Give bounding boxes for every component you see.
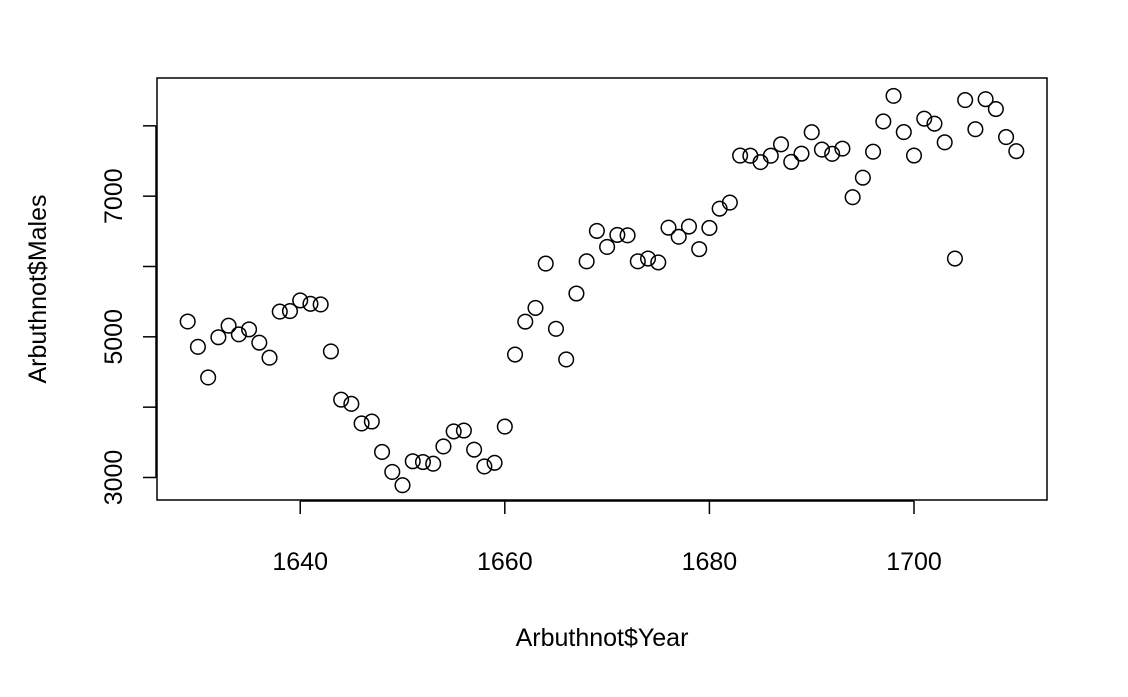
data-point bbox=[322, 343, 339, 360]
data-point bbox=[609, 226, 626, 243]
data-point bbox=[834, 140, 851, 157]
data-point bbox=[445, 423, 462, 440]
data-point bbox=[701, 219, 718, 237]
data-point bbox=[905, 147, 923, 164]
data-point bbox=[281, 303, 299, 320]
data-point bbox=[650, 254, 667, 271]
data-point bbox=[865, 143, 882, 160]
data-point bbox=[946, 250, 963, 267]
data-point bbox=[558, 351, 575, 368]
data-point bbox=[936, 134, 953, 151]
data-point bbox=[885, 87, 902, 104]
data-point bbox=[732, 147, 749, 164]
data-point bbox=[660, 219, 677, 236]
data-point bbox=[302, 295, 319, 312]
data-point bbox=[537, 255, 554, 272]
data-point bbox=[527, 299, 544, 316]
data-point bbox=[916, 110, 933, 127]
data-point bbox=[793, 145, 810, 162]
data-point bbox=[251, 334, 268, 351]
data-point bbox=[957, 92, 974, 109]
data-point bbox=[496, 418, 513, 435]
data-point bbox=[762, 147, 779, 164]
data-point bbox=[363, 413, 380, 430]
data-point bbox=[1008, 143, 1025, 160]
data-point bbox=[230, 326, 247, 343]
y-tick-label: 3000 bbox=[100, 450, 128, 506]
data-point bbox=[568, 285, 585, 302]
data-point bbox=[547, 320, 565, 337]
data-point bbox=[292, 292, 309, 309]
data-point bbox=[619, 227, 636, 244]
data-point bbox=[629, 253, 646, 270]
data-point bbox=[455, 422, 472, 439]
data-point bbox=[824, 145, 841, 162]
y-tick-label: 5000 bbox=[100, 309, 128, 365]
data-point bbox=[783, 153, 800, 170]
data-point bbox=[374, 443, 391, 461]
x-tick-label: 1660 bbox=[477, 548, 533, 576]
data-point bbox=[998, 129, 1015, 146]
x-axis-label: Arbuthnot$Year bbox=[516, 624, 689, 652]
data-point bbox=[772, 136, 790, 153]
data-point bbox=[752, 154, 769, 171]
data-point bbox=[261, 349, 278, 366]
data-point bbox=[435, 438, 452, 455]
data-point bbox=[476, 458, 493, 475]
data-point bbox=[189, 338, 206, 355]
data-point bbox=[486, 454, 503, 471]
data-point bbox=[987, 100, 1004, 118]
data-point bbox=[312, 296, 329, 313]
data-point bbox=[220, 317, 237, 334]
data-point bbox=[343, 395, 360, 412]
data-point bbox=[977, 91, 994, 108]
data-point bbox=[353, 415, 370, 432]
data-point bbox=[578, 253, 595, 270]
data-point bbox=[803, 124, 820, 141]
data-point bbox=[875, 113, 892, 130]
data-point bbox=[517, 313, 534, 330]
data-point bbox=[200, 369, 217, 386]
data-point bbox=[384, 463, 401, 480]
data-point bbox=[967, 121, 984, 138]
data-point bbox=[813, 141, 830, 158]
data-point bbox=[639, 250, 657, 267]
y-axis: 3000 5000 7000 bbox=[100, 125, 157, 506]
y-tick-label: 7000 bbox=[100, 168, 128, 224]
data-point bbox=[599, 238, 616, 255]
data-point bbox=[404, 453, 421, 470]
y-axis-label: Arbuthnot$Males bbox=[24, 194, 52, 383]
plot-frame bbox=[156, 77, 1048, 501]
data-point bbox=[179, 313, 196, 330]
data-point bbox=[210, 329, 227, 346]
data-point bbox=[271, 303, 288, 320]
data-point bbox=[680, 218, 698, 235]
data-point bbox=[414, 453, 432, 471]
data-point bbox=[721, 194, 738, 211]
x-axis: 1640 1660 1680 1700 bbox=[272, 500, 942, 576]
x-tick-label: 1700 bbox=[886, 548, 942, 576]
x-tick-label: 1680 bbox=[682, 548, 738, 576]
data-point bbox=[895, 124, 912, 141]
data-point bbox=[506, 346, 524, 363]
data-point bbox=[670, 228, 687, 245]
data-point bbox=[854, 169, 871, 186]
data-point bbox=[394, 477, 411, 494]
data-point bbox=[926, 115, 943, 132]
data-point bbox=[333, 391, 350, 408]
data-point bbox=[466, 441, 483, 458]
data-points bbox=[179, 87, 1025, 494]
data-point bbox=[425, 455, 442, 472]
x-tick-label: 1640 bbox=[272, 548, 328, 576]
data-point bbox=[844, 189, 861, 206]
data-point bbox=[588, 222, 605, 239]
data-point bbox=[241, 321, 258, 338]
data-point bbox=[691, 241, 708, 258]
data-point bbox=[742, 147, 759, 164]
